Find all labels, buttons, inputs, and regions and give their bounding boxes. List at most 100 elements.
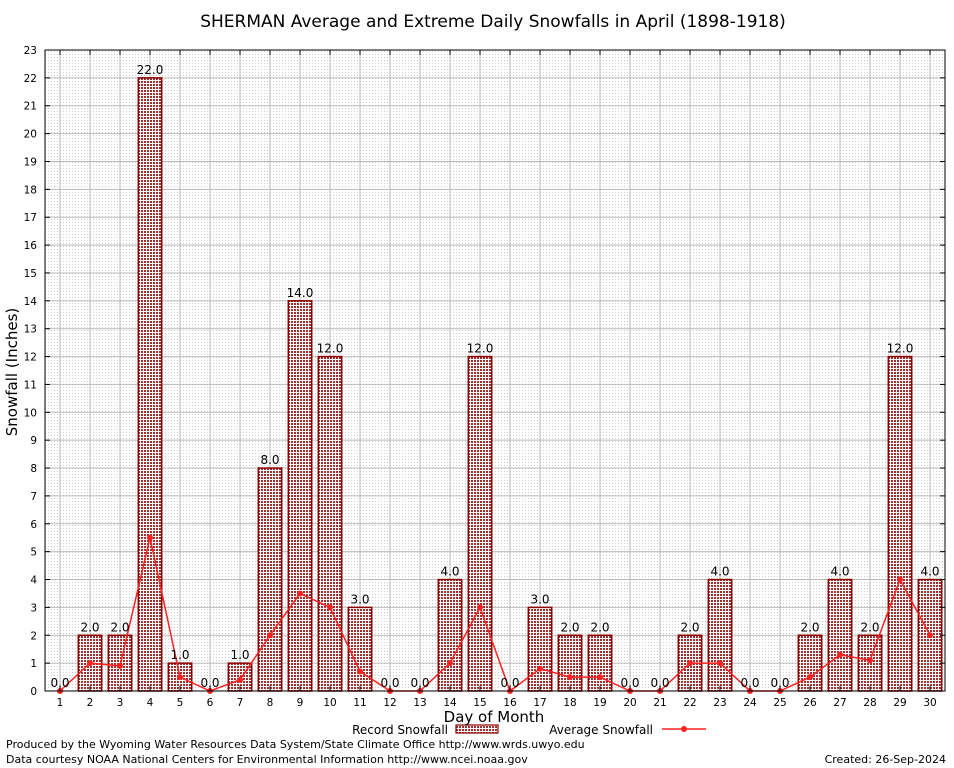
data-label-day-6: 0.0	[200, 676, 219, 690]
x-tick-label: 7	[237, 697, 244, 709]
x-tick-label: 24	[743, 697, 757, 709]
data-label-day-24: 0.0	[740, 676, 759, 690]
y-tick-label: 14	[24, 296, 38, 308]
average-point-day-5	[177, 674, 183, 681]
data-label-day-11: 3.0	[350, 592, 369, 606]
bar-day-10	[317, 355, 343, 692]
y-tick-label: 2	[30, 630, 37, 642]
y-tick-label: 11	[24, 379, 37, 391]
y-tick-label: 3	[30, 602, 37, 614]
y-tick-label: 15	[24, 268, 37, 280]
x-tick-label: 13	[413, 697, 426, 709]
data-label-day-14: 4.0	[440, 565, 459, 579]
average-point-day-4	[147, 534, 153, 541]
data-label-day-30: 4.0	[920, 565, 939, 579]
data-label-day-28: 2.0	[860, 620, 879, 634]
data-label-day-7: 1.0	[230, 648, 249, 662]
chart-title: SHERMAN Average and Extreme Daily Snowfa…	[200, 12, 786, 32]
data-label-day-4: 22.0	[137, 63, 164, 77]
x-tick-label: 29	[893, 697, 906, 709]
x-tick-label: 9	[297, 697, 304, 709]
y-tick-label: 6	[30, 519, 37, 531]
data-label-day-18: 2.0	[560, 620, 579, 634]
x-tick-label: 22	[683, 697, 696, 709]
bar-day-11	[347, 606, 373, 692]
average-point-day-9	[297, 590, 303, 597]
bar-day-4	[137, 77, 163, 692]
average-point-day-2	[87, 660, 93, 667]
legend-swatch-record	[455, 724, 499, 734]
data-label-day-1: 0.0	[50, 676, 69, 690]
x-tick-label: 16	[503, 697, 517, 709]
average-point-day-7	[237, 676, 243, 683]
created-date: Created: 26-Sep-2024	[824, 753, 946, 766]
data-label-day-29: 12.0	[887, 342, 914, 356]
bar-day-17	[527, 606, 553, 692]
y-tick-label: 22	[24, 73, 37, 85]
average-point-day-8	[267, 632, 273, 639]
bar-day-14	[437, 578, 463, 692]
y-tick-label: 20	[24, 129, 37, 141]
average-point-day-19	[597, 674, 603, 681]
y-axis-label: Snowfall (Inches)	[3, 308, 21, 436]
x-tick-label: 3	[117, 697, 124, 709]
y-tick-label: 18	[24, 184, 37, 196]
x-tick-label: 5	[177, 697, 184, 709]
bar-day-23	[707, 578, 733, 692]
y-tick-label: 10	[24, 407, 37, 419]
data-label-day-23: 4.0	[710, 565, 729, 579]
data-label-day-9: 14.0	[287, 286, 314, 300]
bar-day-27	[827, 578, 853, 692]
average-point-day-22	[687, 660, 693, 667]
data-label-day-3: 2.0	[110, 620, 129, 634]
bar-day-26	[797, 634, 823, 692]
average-point-day-26	[807, 674, 813, 681]
y-tick-label: 16	[24, 240, 38, 252]
average-point-day-18	[567, 674, 573, 681]
data-label-day-5: 1.0	[170, 648, 189, 662]
y-tick-label: 1	[30, 658, 37, 670]
x-tick-label: 25	[773, 697, 786, 709]
x-tick-label: 17	[533, 697, 546, 709]
average-point-day-27	[837, 651, 843, 658]
x-tick-label: 18	[563, 697, 576, 709]
data-label-day-16: 0.0	[500, 676, 519, 690]
x-tick-label: 28	[863, 697, 876, 709]
x-tick-label: 21	[653, 697, 666, 709]
x-tick-label: 10	[323, 697, 336, 709]
data-label-day-10: 12.0	[317, 342, 344, 356]
x-axis-label: Day of Month	[444, 708, 545, 726]
bar-day-9	[287, 300, 313, 692]
credit-line-2: Data courtesy NOAA National Centers for …	[6, 753, 528, 766]
bar-day-8	[257, 467, 283, 692]
y-tick-label: 0	[30, 686, 37, 698]
data-label-day-12: 0.0	[380, 676, 399, 690]
average-line	[59, 537, 931, 693]
x-tick-label: 2	[87, 697, 94, 709]
bar-day-19	[587, 634, 613, 692]
credit-line-1: Produced by the Wyoming Water Resources …	[6, 738, 585, 751]
x-tick-label: 1	[57, 697, 64, 709]
bar-day-29	[887, 355, 913, 692]
y-tick-label: 21	[24, 101, 37, 113]
legend-label-record: Record Snowfall	[352, 723, 448, 737]
data-label-day-26: 2.0	[800, 620, 819, 634]
x-tick-label: 8	[267, 697, 274, 709]
data-label-day-25: 0.0	[770, 676, 789, 690]
average-point-day-3	[117, 662, 123, 669]
plot-background	[45, 50, 945, 691]
legend-label-average: Average Snowfall	[549, 723, 653, 737]
y-tick-label: 13	[24, 324, 37, 336]
x-tick-label: 14	[443, 697, 457, 709]
data-label-day-27: 4.0	[830, 565, 849, 579]
x-tick-label: 30	[923, 697, 936, 709]
data-label-day-8: 8.0	[260, 453, 279, 467]
y-tick-label: 12	[24, 352, 37, 364]
bar-day-15	[467, 355, 493, 692]
x-tick-label: 27	[833, 697, 846, 709]
y-tick-label: 5	[30, 547, 37, 559]
data-label-day-13: 0.0	[410, 676, 429, 690]
average-point-day-28	[867, 657, 873, 664]
x-tick-label: 23	[713, 697, 726, 709]
